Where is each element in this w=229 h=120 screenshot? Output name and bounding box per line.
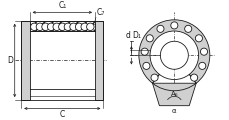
Circle shape — [199, 48, 207, 55]
Circle shape — [42, 23, 49, 30]
Circle shape — [142, 62, 149, 69]
Circle shape — [170, 22, 177, 29]
Circle shape — [198, 62, 205, 69]
Circle shape — [30, 23, 38, 30]
Text: D: D — [7, 56, 13, 65]
Circle shape — [53, 23, 60, 30]
Circle shape — [81, 23, 88, 30]
Circle shape — [194, 35, 202, 42]
Text: C₁: C₁ — [58, 1, 66, 10]
Wedge shape — [138, 20, 209, 83]
Circle shape — [69, 23, 77, 30]
Circle shape — [36, 23, 44, 30]
Text: C: C — [60, 110, 65, 119]
Circle shape — [146, 35, 153, 42]
Circle shape — [75, 23, 82, 30]
Bar — [30, 21, 95, 31]
Text: d: d — [125, 31, 130, 40]
Circle shape — [58, 23, 66, 30]
Circle shape — [141, 48, 147, 55]
Circle shape — [150, 74, 157, 81]
Text: α: α — [171, 108, 176, 114]
Bar — [95, 21, 103, 100]
Text: C₇: C₇ — [96, 8, 105, 17]
Circle shape — [190, 74, 197, 81]
Circle shape — [64, 23, 71, 30]
Circle shape — [184, 25, 191, 32]
Bar — [21, 21, 30, 100]
Circle shape — [47, 23, 55, 30]
Circle shape — [86, 23, 94, 30]
Circle shape — [156, 25, 163, 32]
Text: A₆: A₆ — [170, 90, 177, 96]
Text: D₁: D₁ — [131, 31, 140, 40]
Circle shape — [160, 41, 188, 69]
Bar — [21, 21, 103, 100]
Polygon shape — [152, 83, 195, 106]
